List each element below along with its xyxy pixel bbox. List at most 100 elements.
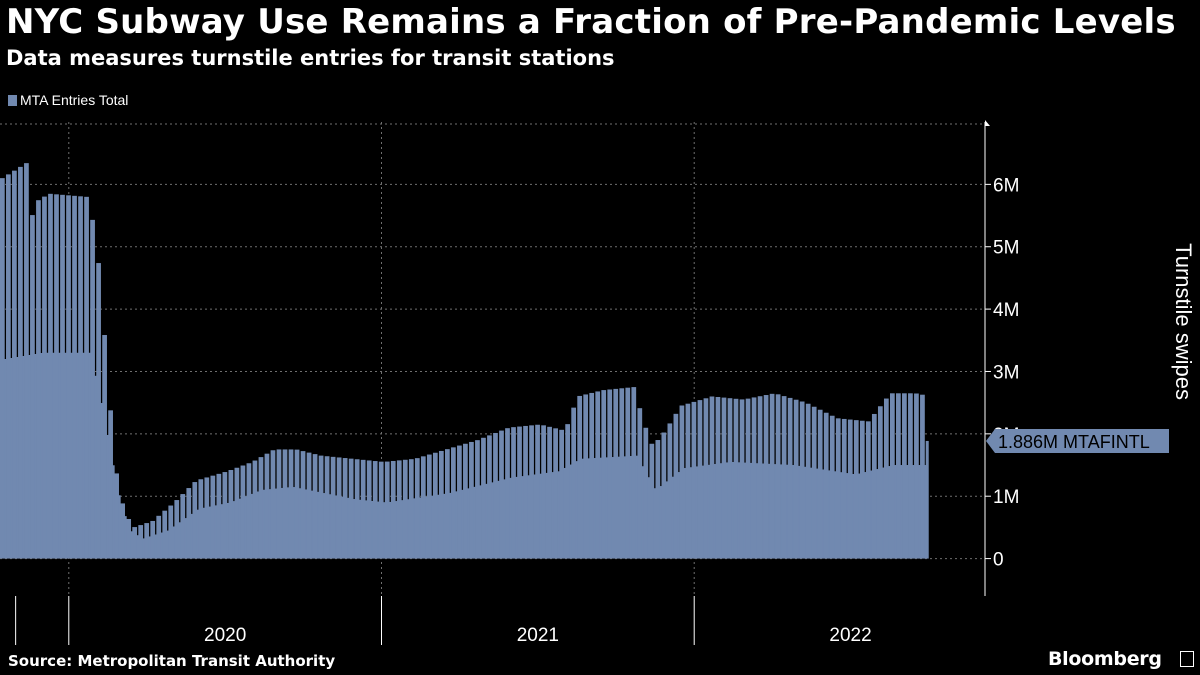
weekday-bar xyxy=(90,219,95,559)
weekday-bar xyxy=(168,505,174,559)
weekend-bar xyxy=(882,467,885,559)
weekend-bar xyxy=(575,461,578,559)
weekday-bar xyxy=(457,445,462,559)
weekend-bar xyxy=(557,471,560,559)
weekend-bar xyxy=(774,464,777,559)
weekday-bar xyxy=(679,405,685,559)
weekday-bar xyxy=(547,426,552,559)
weekend-bar xyxy=(329,494,332,559)
weekday-bar xyxy=(721,397,727,559)
weekday-bar xyxy=(463,443,468,559)
weekday-bar xyxy=(204,477,210,559)
x-tick-label: 2020 xyxy=(204,625,246,646)
weekday-bar xyxy=(601,390,607,559)
weekday-bar xyxy=(360,459,366,559)
weekend-bar xyxy=(214,505,217,559)
weekday-bar xyxy=(559,429,564,559)
weekday-bar xyxy=(733,398,739,559)
weekend-bar xyxy=(527,475,530,559)
weekend-bar xyxy=(323,493,326,559)
weekday-bar xyxy=(920,394,925,559)
weekday-bar xyxy=(511,427,516,559)
weekday-bar xyxy=(469,441,474,559)
weekday-bar xyxy=(72,195,77,559)
weekday-bar xyxy=(78,196,83,559)
weekday-bar xyxy=(649,443,655,559)
weekday-bar xyxy=(150,520,156,559)
weekday-bar xyxy=(589,392,595,559)
weekend-bar xyxy=(816,468,819,559)
weekday-bar xyxy=(348,458,354,559)
weekend-bar xyxy=(617,456,620,559)
weekend-bar xyxy=(172,526,175,559)
weekend-bar xyxy=(335,495,338,559)
weekend-bar xyxy=(136,535,139,559)
weekend-bar xyxy=(437,494,440,559)
weekend-bar xyxy=(148,536,151,559)
weekend-bar xyxy=(34,354,37,559)
weekday-bar xyxy=(252,460,258,559)
weekend-bar xyxy=(58,352,61,559)
weekend-bar xyxy=(641,466,644,559)
weekday-bar xyxy=(775,394,781,559)
weekend-bar xyxy=(286,487,290,559)
weekday-bar xyxy=(883,398,889,559)
series-layer xyxy=(0,163,929,559)
weekday-bar xyxy=(282,449,288,559)
weekend-bar xyxy=(401,500,404,559)
weekend-bar xyxy=(160,532,163,559)
weekend-bar xyxy=(298,488,302,559)
weekday-bar xyxy=(12,170,17,559)
weekend-bar xyxy=(142,538,145,559)
weekday-bar xyxy=(691,401,697,559)
weekend-bar xyxy=(737,462,741,559)
weekend-bar xyxy=(629,456,632,559)
weekday-bar xyxy=(853,420,859,559)
weekend-bar xyxy=(76,352,79,559)
weekend-bar xyxy=(780,464,783,559)
weekend-bar xyxy=(725,462,729,559)
weekend-bar xyxy=(912,465,915,559)
weekend-bar xyxy=(40,353,43,559)
weekday-bar xyxy=(276,449,282,559)
weekday-bar xyxy=(114,473,119,559)
weekday-bar xyxy=(420,456,426,559)
weekday-bar xyxy=(583,394,589,559)
chart-subtitle: Data measures turnstile entries for tran… xyxy=(6,46,615,70)
source-note: Source: Metropolitan Transit Authority xyxy=(8,652,336,670)
weekend-bar xyxy=(371,500,374,559)
weekday-bar xyxy=(643,427,649,559)
weekday-bar xyxy=(661,432,667,559)
weekday-bar xyxy=(577,395,583,559)
weekend-bar xyxy=(719,463,723,559)
weekday-bar xyxy=(535,424,540,559)
weekday-bar xyxy=(198,479,204,559)
weekday-bar xyxy=(727,398,733,559)
weekday-bar xyxy=(402,459,408,559)
weekday-bar xyxy=(270,450,276,559)
weekend-bar xyxy=(232,501,235,559)
weekday-bar xyxy=(156,515,162,559)
weekend-bar xyxy=(52,352,55,559)
weekday-bar xyxy=(811,406,817,559)
weekday-bar xyxy=(739,399,745,559)
weekday-bar xyxy=(162,510,168,559)
weekend-bar xyxy=(599,457,602,559)
weekday-bar xyxy=(378,461,384,559)
weekday-bar xyxy=(763,395,769,559)
weekend-bar xyxy=(768,463,771,559)
weekend-bar xyxy=(665,481,668,559)
weekday-bar xyxy=(619,388,625,559)
weekend-bar xyxy=(305,489,308,559)
weekend-bar xyxy=(834,471,837,559)
weekday-bar xyxy=(408,459,414,559)
weekday-bar xyxy=(144,523,150,559)
weekend-bar xyxy=(876,469,879,559)
weekend-bar xyxy=(449,492,452,559)
weekend-bar xyxy=(196,509,199,559)
weekday-bar xyxy=(84,196,89,559)
weekday-bar xyxy=(673,413,679,559)
weekend-bar xyxy=(377,501,380,559)
weekday-bar xyxy=(354,459,360,559)
weekend-bar xyxy=(593,458,596,559)
